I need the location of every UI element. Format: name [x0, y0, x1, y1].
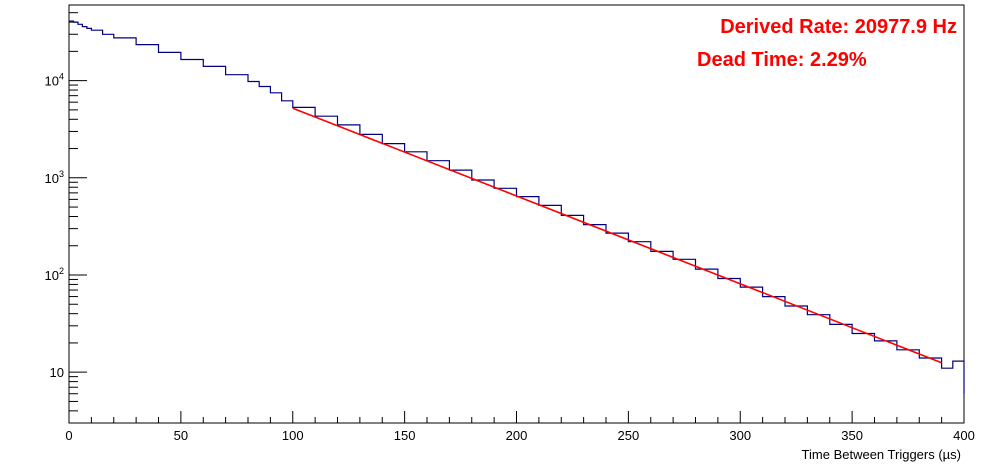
- x-tick-label: 350: [841, 428, 863, 443]
- x-tick-label: 150: [394, 428, 416, 443]
- x-tick-labels: 0 50 100 150 200 250 300 350 400: [65, 428, 974, 443]
- histogram-series: [69, 20, 965, 394]
- y-tick-label: 104: [45, 72, 64, 89]
- x-tick-label: 100: [282, 428, 304, 443]
- derived-rate-label: Derived Rate: 20977.9 Hz: [720, 16, 957, 38]
- axis-ticks: [68, 4, 965, 424]
- x-tick-label: 200: [506, 428, 528, 443]
- x-tick-label: 250: [618, 428, 640, 443]
- x-tick-label: 50: [174, 428, 188, 443]
- y-tick-label: 102: [45, 266, 64, 283]
- x-axis-title: Time Between Triggers (µs): [802, 447, 961, 462]
- x-tick-label: 400: [953, 428, 975, 443]
- fit-line: [292, 107, 942, 364]
- x-tick-label: 0: [65, 428, 72, 443]
- y-tick-label: 103: [45, 169, 64, 186]
- y-tick-label: 10: [50, 365, 64, 380]
- y-tick-labels: 10 102 103 104: [45, 72, 64, 381]
- dead-time-label: Dead Time: 2.29%: [697, 49, 867, 71]
- x-tick-label: 300: [729, 428, 751, 443]
